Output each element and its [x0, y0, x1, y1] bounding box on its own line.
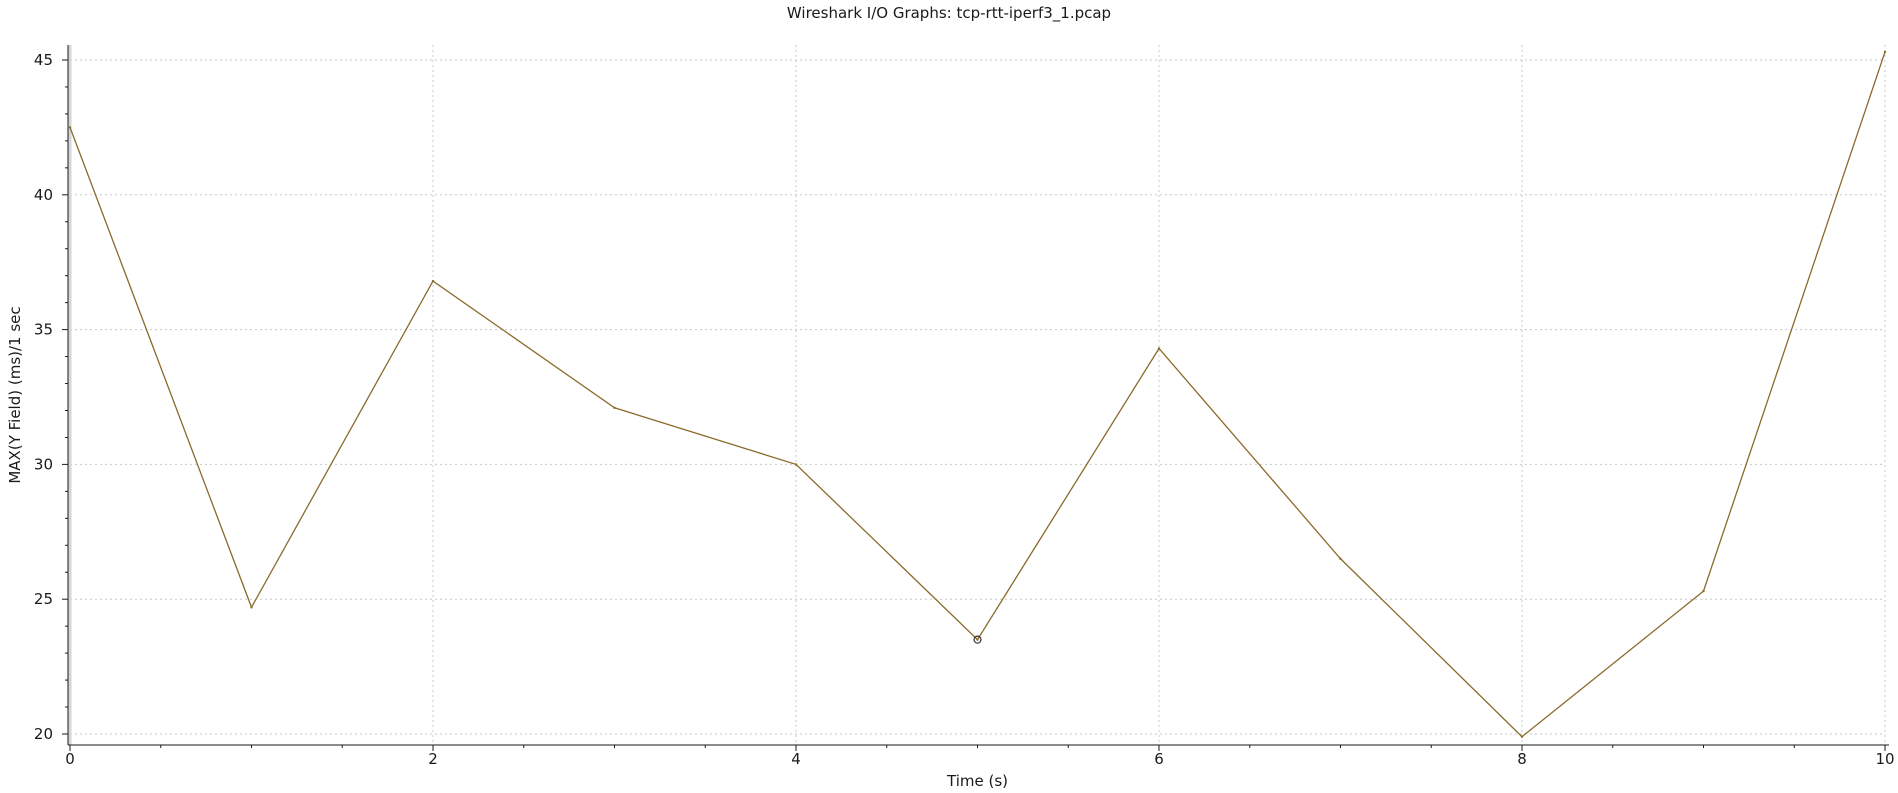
data-point[interactable]	[250, 606, 253, 609]
y-tick-label: 35	[34, 321, 53, 339]
data-point[interactable]	[68, 126, 72, 129]
data-point[interactable]	[1157, 347, 1161, 350]
series-line[interactable]	[69, 51, 1886, 738]
x-axis-label: Time (s)	[946, 772, 1008, 790]
y-tick-label: 20	[34, 725, 53, 743]
data-point[interactable]	[1702, 589, 1705, 593]
data-point[interactable]	[613, 406, 616, 409]
data-point[interactable]	[1520, 735, 1524, 738]
y-tick-label: 40	[34, 186, 53, 204]
data-point[interactable]	[794, 463, 798, 466]
x-tick-label: 8	[1517, 750, 1527, 768]
data-point[interactable]	[976, 638, 979, 641]
y-tick-label: 45	[34, 51, 53, 69]
x-tick-label: 6	[1154, 750, 1164, 768]
x-tick-label: 0	[65, 750, 75, 768]
plot-title: Wireshark I/O Graphs: tcp-rtt-iperf3_1.p…	[786, 4, 1112, 22]
data-point[interactable]	[431, 279, 435, 283]
x-tick-label: 10	[1875, 750, 1894, 768]
y-axis-label: MAX(Y Field) (ms)/1 sec	[6, 306, 24, 483]
selected-point-marker[interactable]	[973, 635, 982, 644]
y-tick-label: 25	[34, 590, 53, 608]
x-tick-label: 4	[791, 750, 801, 768]
data-point[interactable]	[1339, 557, 1342, 560]
data-point[interactable]	[1883, 50, 1887, 54]
y-tick-label: 30	[34, 455, 53, 473]
x-tick-label: 2	[428, 750, 438, 768]
